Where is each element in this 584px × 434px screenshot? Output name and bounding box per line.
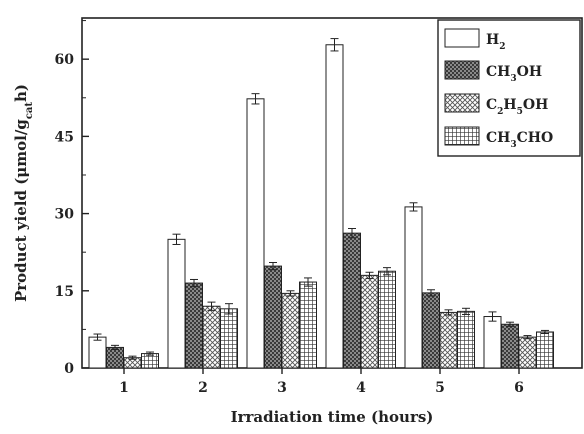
error-bar-c2h5oh-5	[444, 309, 453, 316]
error-bar-h2-1	[93, 333, 102, 341]
error-bar-ch3oh-4	[348, 228, 356, 239]
legend-label-ch3oh-tail: OH	[517, 64, 542, 80]
bar-ch3cho-1	[141, 353, 159, 369]
bar-h2-2	[167, 238, 186, 369]
bar-ch3oh-6	[501, 323, 519, 369]
x-tick-label-2: 2	[198, 380, 208, 396]
svg-text:H2: H2	[486, 32, 506, 52]
error-bar-h2-2	[172, 233, 181, 245]
x-tick-label-4: 4	[356, 380, 366, 396]
legend-label-h2-sub: 2	[499, 42, 505, 52]
svg-text:C2H5OH: C2H5OH	[486, 97, 548, 117]
legend-label-ch3oh-sub: 3	[510, 74, 516, 84]
bar-ch3cho-3	[299, 281, 317, 369]
legend-entry-ch3cho: CH3CHO	[444, 126, 553, 150]
error-bar-ch3cho-5	[462, 307, 470, 315]
legend-label-c2h5oh-tail: OH	[523, 97, 548, 113]
legend-label-ch3oh: CH	[486, 64, 510, 80]
bar-h2-4	[325, 44, 344, 369]
y-tick-label-0: 0	[64, 361, 74, 377]
legend-swatch-c2h5oh	[444, 93, 480, 113]
legend-entry-h2: H2	[444, 28, 506, 52]
error-bar-ch3cho-1	[146, 351, 154, 356]
bar-h2-5	[404, 206, 423, 369]
y-tick-label-30: 30	[55, 207, 75, 223]
y-tick-label-15: 15	[55, 284, 74, 300]
error-bar-ch3cho-4	[383, 267, 391, 276]
bar-ch3oh-3	[264, 265, 282, 369]
error-bar-ch3cho-2	[225, 303, 233, 315]
y-axis-label: Product yield (μmol/gcath)	[12, 84, 35, 302]
bar-ch3cho-2	[220, 308, 238, 369]
x-axis-label: Irradiation time (hours)	[231, 408, 434, 426]
legend-label-ch3cho-sub: 3	[510, 140, 516, 150]
bar-h2-3	[246, 98, 265, 369]
bar-c2h5oh-2	[202, 305, 221, 369]
x-tick-label-1: 1	[119, 380, 129, 396]
legend-swatch-ch3oh	[444, 60, 480, 80]
error-bar-ch3oh-6	[506, 321, 514, 327]
error-bar-ch3cho-6	[541, 329, 549, 335]
error-bar-ch3oh-2	[190, 278, 198, 288]
bar-ch3cho-4	[378, 270, 396, 369]
error-bar-h2-5	[409, 202, 418, 212]
bar-ch3oh-4	[343, 232, 361, 369]
bar-c2h5oh-3	[281, 292, 300, 369]
bar-ch3cho-5	[457, 310, 475, 369]
x-tick-label-3: 3	[277, 380, 287, 396]
bar-c2h5oh-5	[439, 311, 458, 369]
bar-c2h5oh-4	[360, 274, 379, 369]
legend-label-h2: H	[486, 32, 499, 48]
y-axis-label-main: Product yield (μmol/g	[12, 119, 30, 302]
error-bar-h2-4	[330, 38, 339, 52]
error-bar-ch3oh-5	[427, 289, 435, 297]
bar-ch3cho-6	[536, 331, 554, 369]
y-axis-label-sub: cat	[24, 102, 35, 120]
error-bar-c2h5oh-3	[286, 290, 295, 297]
y-tick-label-45: 45	[55, 129, 74, 145]
error-bar-c2h5oh-1	[128, 355, 137, 360]
legend-entry-c2h5oh: C2H5OH	[444, 93, 548, 117]
legend-label-ch3cho: CH	[486, 130, 510, 146]
bar-ch3oh-2	[185, 282, 203, 369]
error-bar-h2-3	[251, 93, 260, 105]
x-tick-label-5: 5	[435, 380, 445, 396]
svg-text:CH3OH: CH3OH	[486, 64, 542, 84]
svg-text:CH3CHO: CH3CHO	[486, 130, 553, 150]
legend-label-c2h5oh-sub2: 5	[517, 107, 523, 117]
error-bar-h2-6	[488, 311, 497, 322]
legend-label-c2h5oh-sub: 2	[497, 107, 503, 117]
bar-c2h5oh-6	[518, 336, 537, 369]
legend-entry-ch3oh: CH3OH	[444, 60, 542, 84]
legend-label-ch3cho-tail: CHO	[517, 130, 554, 146]
y-axis-label-tail: h)	[12, 84, 30, 102]
x-tick-label-6: 6	[514, 380, 524, 396]
error-bar-ch3oh-3	[269, 261, 277, 271]
bar-h2-6	[483, 316, 502, 369]
error-bar-ch3cho-3	[304, 277, 312, 287]
error-bar-c2h5oh-2	[207, 301, 216, 311]
bar-ch3oh-5	[422, 292, 440, 369]
error-bar-c2h5oh-4	[365, 271, 374, 279]
error-bar-ch3oh-1	[111, 344, 119, 350]
y-tick-label-60: 60	[55, 52, 75, 68]
legend-label-c2h5oh-mid: H	[503, 97, 516, 113]
legend-swatch-h2	[444, 28, 480, 48]
error-bar-c2h5oh-6	[523, 335, 532, 340]
legend-swatch-ch3cho	[444, 126, 480, 146]
legend: H2 CH3OH C2H5OH CH3CHO	[437, 19, 581, 157]
bar-h2-1	[88, 336, 107, 369]
bar-ch3oh-1	[106, 346, 124, 369]
legend-label-c2h5oh: C	[486, 97, 497, 113]
